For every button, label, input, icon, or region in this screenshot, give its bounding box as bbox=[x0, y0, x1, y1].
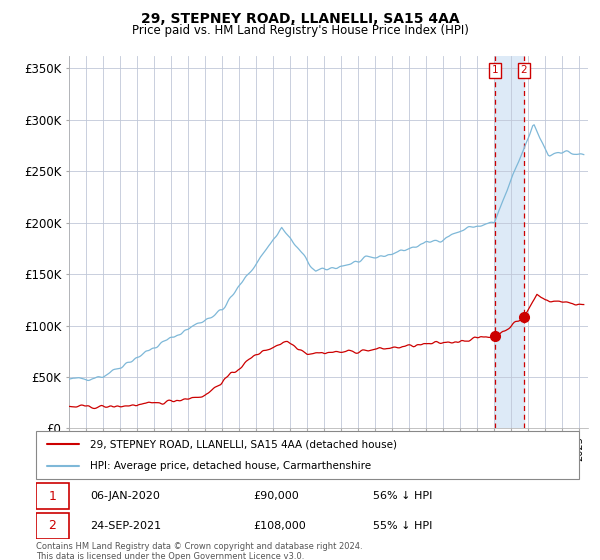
Text: 55% ↓ HPI: 55% ↓ HPI bbox=[373, 521, 432, 531]
Text: 29, STEPNEY ROAD, LLANELLI, SA15 4AA (detached house): 29, STEPNEY ROAD, LLANELLI, SA15 4AA (de… bbox=[91, 439, 397, 449]
Text: £90,000: £90,000 bbox=[253, 491, 299, 501]
Text: 24-SEP-2021: 24-SEP-2021 bbox=[91, 521, 161, 531]
Text: 2: 2 bbox=[521, 66, 527, 75]
Text: 1: 1 bbox=[49, 490, 56, 503]
Text: £108,000: £108,000 bbox=[253, 521, 306, 531]
Text: 29, STEPNEY ROAD, LLANELLI, SA15 4AA: 29, STEPNEY ROAD, LLANELLI, SA15 4AA bbox=[140, 12, 460, 26]
Text: 06-JAN-2020: 06-JAN-2020 bbox=[91, 491, 160, 501]
FancyBboxPatch shape bbox=[36, 483, 68, 510]
Text: 2: 2 bbox=[49, 519, 56, 533]
Bar bbox=[495, 56, 524, 428]
Text: Contains HM Land Registry data © Crown copyright and database right 2024.
This d: Contains HM Land Registry data © Crown c… bbox=[36, 542, 362, 560]
Text: 56% ↓ HPI: 56% ↓ HPI bbox=[373, 491, 432, 501]
Text: HPI: Average price, detached house, Carmarthenshire: HPI: Average price, detached house, Carm… bbox=[91, 461, 371, 471]
FancyBboxPatch shape bbox=[36, 513, 68, 539]
Text: Price paid vs. HM Land Registry's House Price Index (HPI): Price paid vs. HM Land Registry's House … bbox=[131, 24, 469, 36]
Text: 1: 1 bbox=[491, 66, 498, 75]
